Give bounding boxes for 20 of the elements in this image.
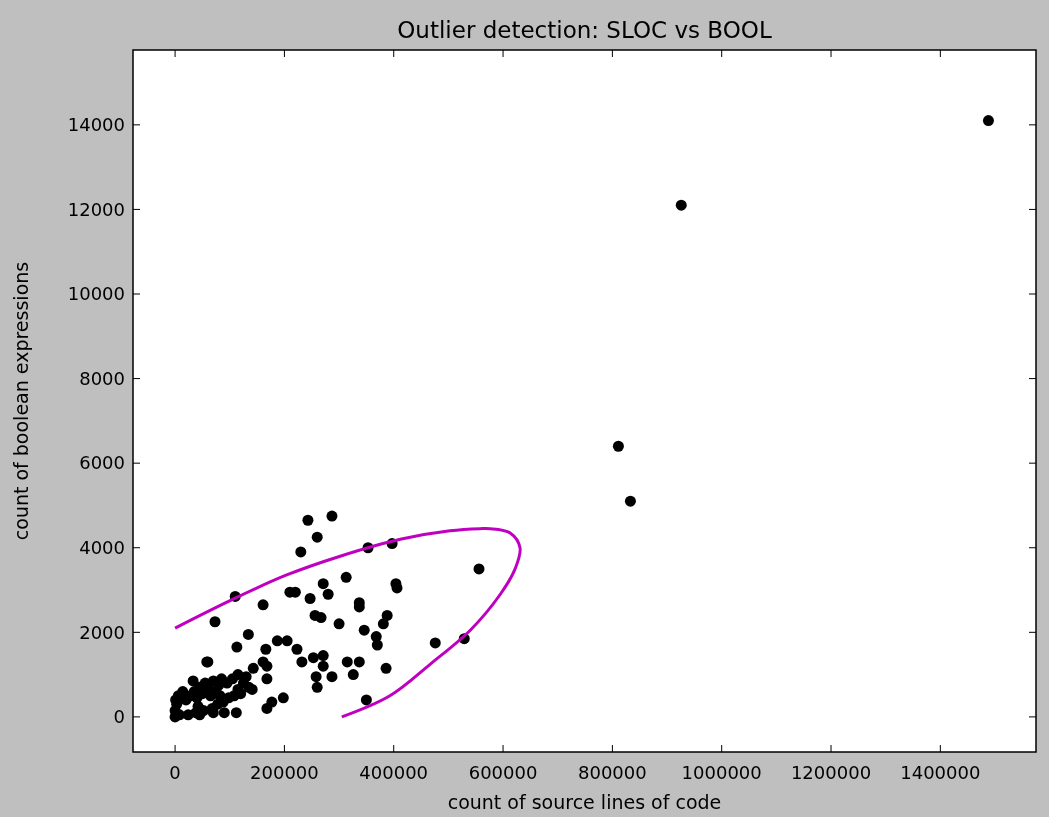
x-tick-label: 1400000 <box>900 762 981 783</box>
x-tick-label: 200000 <box>250 762 319 783</box>
y-axis-title: count of boolean expressions <box>10 261 32 541</box>
y-tick-label: 0 <box>113 706 125 728</box>
x-tick-label: 1000000 <box>681 762 762 783</box>
x-tick-label: 400000 <box>359 762 429 783</box>
y-tick-label: 8000 <box>79 367 125 389</box>
x-tick-label: 600000 <box>468 762 538 783</box>
x-tick-label: 800000 <box>578 762 647 783</box>
x-tick-label: 1200000 <box>790 762 872 783</box>
y-tick-label: 6000 <box>79 452 125 474</box>
y-tick-label: 2000 <box>79 621 125 643</box>
chart-title: Outlier detection: SLOC vs BOOL <box>397 17 772 43</box>
line-series <box>173 527 522 719</box>
y-tick-label: 10000 <box>67 283 125 305</box>
y-tick-label: 4000 <box>79 537 125 559</box>
x-tick-label: 0 <box>169 762 181 783</box>
y-tick-label: 12000 <box>67 198 125 220</box>
y-tick-label: 14000 <box>67 114 125 136</box>
x-axis-title: count of source lines of code <box>447 791 722 813</box>
